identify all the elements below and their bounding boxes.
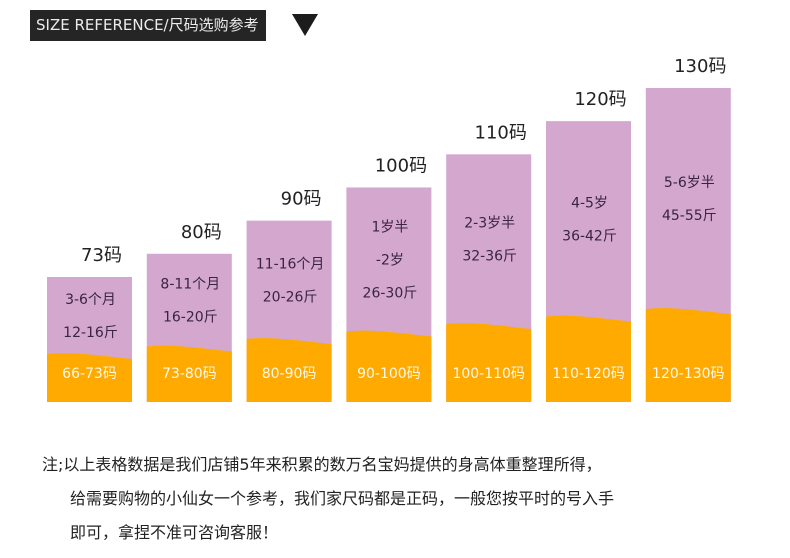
bar-weight-label: 36-42斤	[562, 228, 617, 244]
bar-age-label: 11-16个月	[256, 256, 325, 272]
bar-age-label: 2-3岁半	[464, 216, 515, 232]
note-line-2: 给需要购物的小仙女一个参考，我们家尺码都是正码，一般您按平时的号入手	[70, 489, 615, 508]
bar-size-label: 73码	[81, 245, 122, 266]
bar-height-band	[346, 330, 432, 402]
bar-height-range-label: 73-80码	[162, 366, 217, 382]
bar-age-label: -2岁	[376, 252, 404, 268]
size-reference-header: SIZE REFERENCE/尺码选购参考	[30, 10, 266, 41]
header-title: SIZE REFERENCE/尺码选购参考	[36, 16, 259, 34]
note-line-1: 注;以上表格数据是我们店铺5年来积累的数万名宝妈提供的身高体重整理所得，	[42, 455, 602, 474]
bar-weight-label: 12-16斤	[63, 325, 118, 341]
bar-height-range-label: 66-73码	[62, 366, 117, 382]
bar-age-label: 8-11个月	[160, 277, 220, 293]
bar-size-label: 80码	[181, 222, 222, 243]
bar-weight-label: 16-20斤	[163, 310, 218, 326]
bar-weight-label: 26-30斤	[363, 285, 418, 301]
bar-height-range-label: 110-120码	[552, 366, 625, 382]
bar-height-band	[146, 345, 232, 402]
bar-size-label: 130码	[674, 56, 726, 77]
bar-age-label: 4-5岁	[571, 195, 608, 211]
bar-height-range-label: 120-130码	[652, 366, 725, 382]
bar-weight-label: 20-26斤	[263, 289, 318, 305]
bar-size-label: 110码	[475, 122, 527, 143]
bar-height-band	[446, 323, 532, 402]
bar-height-range-label: 80-90码	[262, 366, 317, 382]
bar-size-label: 100码	[375, 155, 427, 176]
size-chart: 73码 3-6个月 12-16斤 66-73码 80码 8-11个月 16-20斤 73-80…	[47, 56, 731, 402]
bar-weight-label: 45-55斤	[662, 208, 717, 224]
bar-height-band	[246, 338, 332, 402]
bar-weight-label: 32-36斤	[462, 249, 517, 265]
bar-age-label: 1岁半	[371, 219, 408, 235]
size-note: 注;以上表格数据是我们店铺5年来积累的数万名宝妈提供的身高体重整理所得， 给需要…	[42, 448, 782, 550]
bar-height-range-label: 90-100码	[357, 366, 421, 382]
bar-height-band	[546, 315, 631, 402]
bar-size-label: 90码	[281, 189, 322, 210]
bar-height-band	[645, 308, 731, 402]
bar-age-label: 5-6岁半	[664, 175, 715, 191]
note-line-3: 即可，拿捏不准可咨询客服！	[70, 523, 279, 542]
triangle-down-icon	[292, 14, 318, 36]
bar-age-label: 3-6个月	[65, 292, 116, 308]
bar-height-range-label: 100-110码	[452, 366, 525, 382]
bar-size-label: 120码	[574, 89, 626, 110]
bar-height-band	[47, 353, 132, 402]
